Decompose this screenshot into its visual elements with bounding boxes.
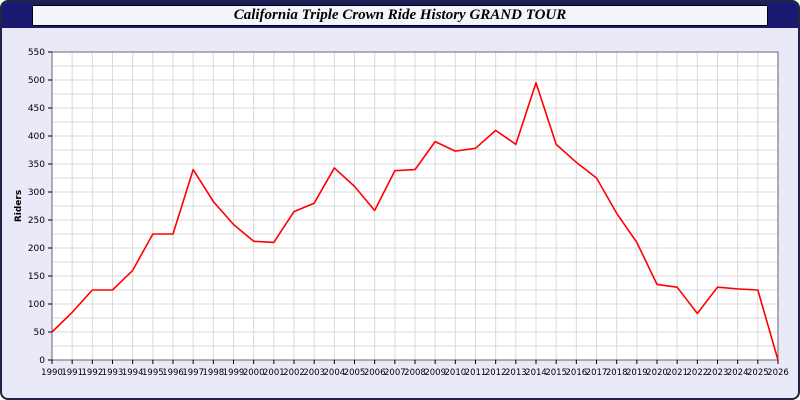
x-tick-label: 1994 xyxy=(122,368,144,378)
y-axis-title: Riders xyxy=(14,190,24,222)
x-tick-label: 2011 xyxy=(465,368,487,378)
y-tick-label: 450 xyxy=(28,104,45,114)
chart-panel: 0 50 100 150 200 250 300 350 400 450 500 550 1990 199… xyxy=(2,28,798,396)
y-tick-label: 50 xyxy=(34,328,46,338)
x-tick-label: 2000 xyxy=(243,368,265,378)
x-tick-label: 2026 xyxy=(767,368,789,378)
y-tick-label: 0 xyxy=(39,356,45,366)
riders-series-line xyxy=(51,81,779,361)
y-tick-label: 300 xyxy=(28,188,45,198)
x-tick-label: 2014 xyxy=(525,368,547,378)
x-tick-label: 2004 xyxy=(324,368,346,378)
y-tick-label: 550 xyxy=(28,48,45,58)
y-tick-label: 400 xyxy=(28,132,45,142)
x-tick-label: 1996 xyxy=(162,368,184,378)
x-tick-label: 2007 xyxy=(384,368,406,378)
x-tick-label: 2025 xyxy=(747,368,769,378)
x-tick-label: 2023 xyxy=(707,368,729,378)
x-tick-label: 1999 xyxy=(223,368,245,378)
y-tick-label: 250 xyxy=(28,216,45,226)
x-tick-label: 2019 xyxy=(626,368,648,378)
x-tick-label: 2005 xyxy=(344,368,366,378)
x-tick-label: 2010 xyxy=(445,368,467,378)
x-tick-label: 2022 xyxy=(687,368,709,378)
chart-title: California Triple Crown Ride History GRA… xyxy=(32,4,768,26)
x-tick-label: 2013 xyxy=(505,368,527,378)
x-tick-label: 1993 xyxy=(102,368,124,378)
x-tick-label: 2016 xyxy=(566,368,588,378)
x-tick-label: 2003 xyxy=(303,368,325,378)
y-tick-label: 200 xyxy=(28,244,45,254)
y-tick-label: 500 xyxy=(28,76,45,86)
x-tick-label: 2009 xyxy=(424,368,446,378)
x-tick-label: 1995 xyxy=(142,368,164,378)
x-tick-label: 1990 xyxy=(41,368,63,378)
x-tick-label: 2015 xyxy=(545,368,567,378)
title-bar: California Triple Crown Ride History GRA… xyxy=(2,2,798,28)
y-tick-label: 150 xyxy=(28,272,45,282)
x-tick-label: 2024 xyxy=(727,368,749,378)
x-tick-label: 1997 xyxy=(182,368,204,378)
riders-line-chart: 0501001502002503003504004505005501990199… xyxy=(14,48,789,378)
x-tick-label: 2008 xyxy=(404,368,426,378)
x-tick-label: 2001 xyxy=(263,368,285,378)
x-tick-label: 2021 xyxy=(666,368,688,378)
x-tick-label: 2017 xyxy=(586,368,608,378)
y-tick-label: 100 xyxy=(28,300,45,310)
x-tick-label: 2020 xyxy=(646,368,668,378)
x-tick-label: 1998 xyxy=(203,368,225,378)
x-tick-label: 1991 xyxy=(61,368,83,378)
x-tick-label: 2018 xyxy=(606,368,628,378)
x-tick-label: 2006 xyxy=(364,368,386,378)
y-tick-label: 350 xyxy=(28,160,45,170)
x-tick-label: 1992 xyxy=(82,368,104,378)
x-tick-label: 2012 xyxy=(485,368,507,378)
x-tick-label: 2002 xyxy=(283,368,305,378)
